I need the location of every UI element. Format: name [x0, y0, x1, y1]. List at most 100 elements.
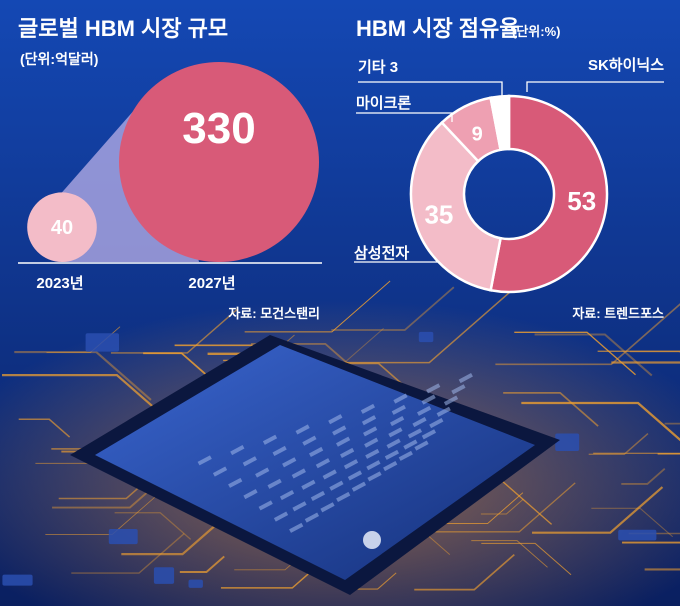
circuit-trace — [495, 303, 680, 366]
chip-pad — [302, 435, 317, 446]
chip-pad — [262, 434, 278, 445]
chip-pad — [336, 436, 351, 447]
chip-pad — [258, 500, 273, 511]
chip-pad — [412, 417, 427, 428]
chip-pad — [365, 448, 380, 459]
chip-pad — [393, 393, 408, 404]
circuit-component — [188, 579, 203, 588]
circuit-trace — [532, 486, 664, 534]
right-chart-title: HBM 시장 점유율 — [356, 16, 520, 41]
circuit-trace — [331, 286, 455, 331]
circuit-trace — [18, 418, 71, 438]
chip-pad — [295, 424, 310, 435]
circuit-trace — [514, 331, 636, 376]
chip-pad — [451, 384, 466, 395]
circuit-trace — [591, 507, 674, 538]
circuit-trace — [593, 452, 680, 454]
circuit-trace — [621, 468, 666, 485]
chip-pad — [360, 403, 376, 414]
chip-pad — [279, 490, 295, 501]
chip-pads — [197, 373, 473, 533]
chip-pad — [351, 481, 367, 492]
chip-pad — [458, 373, 473, 384]
chip-pad — [366, 460, 381, 471]
chip-pad — [386, 438, 401, 449]
circuit-trace — [622, 541, 680, 544]
chip-pad — [336, 491, 351, 503]
chip-pad — [414, 440, 429, 451]
share-donut — [409, 94, 609, 294]
chip-pad — [363, 426, 378, 437]
chip-pad — [367, 471, 382, 482]
slice-name: 기타 3 — [358, 59, 398, 76]
chip-pad — [343, 459, 359, 470]
chip-pad — [388, 427, 403, 438]
circuit-trace — [480, 498, 524, 515]
slice-value: 9 — [472, 124, 483, 146]
slice-value: 35 — [424, 199, 453, 229]
chip-pad — [292, 501, 307, 512]
chip-pad — [361, 415, 377, 426]
circuit-trace — [14, 351, 152, 401]
circuit-component — [153, 567, 175, 584]
circuit-trace — [244, 280, 391, 333]
chip-pin-marker — [363, 531, 381, 549]
circuit-trace — [534, 333, 653, 377]
circuit-trace — [110, 307, 239, 354]
circuit-trace — [644, 568, 680, 571]
category-2023: 2023년 — [36, 275, 83, 292]
circuit-trace — [349, 572, 397, 590]
chip-pad — [228, 477, 243, 488]
chip-pad — [320, 502, 335, 513]
chip-pad — [426, 383, 441, 394]
chip-pad — [310, 490, 326, 502]
chip-pad — [329, 480, 344, 491]
category-2027: 2027년 — [188, 275, 235, 292]
circuit-component — [618, 529, 657, 541]
chip-pad — [340, 447, 355, 459]
chip-pad — [421, 394, 436, 405]
chip-pad — [267, 478, 282, 489]
circuit-trace — [179, 555, 225, 573]
chip-pad — [309, 446, 324, 458]
chip-pad — [255, 467, 270, 478]
circuit-trace — [481, 542, 572, 576]
leader-line — [356, 112, 453, 122]
left-chart-title: 글로벌 HBM 시장 규모 — [18, 16, 228, 41]
chip-pad — [398, 450, 413, 461]
donut-slice — [489, 94, 511, 152]
chip-pad — [197, 455, 212, 466]
chip-pad — [347, 470, 363, 481]
circuit-trace — [503, 391, 599, 427]
chip-pad — [436, 406, 451, 417]
chip-pad — [272, 445, 287, 457]
chip-pad — [315, 458, 331, 469]
chip-pad — [328, 414, 343, 425]
chip-pad — [407, 428, 423, 439]
chip-pad — [383, 461, 398, 472]
chip-pad — [243, 489, 258, 500]
bubble-2023 — [27, 192, 97, 262]
chip-pad — [364, 437, 379, 448]
circuit-trace — [521, 401, 680, 442]
bubble-2027-value: 330 — [182, 104, 255, 153]
chip-pad — [282, 457, 297, 468]
leader-line — [358, 81, 503, 96]
chip-pad — [304, 512, 320, 523]
circuit-component — [108, 529, 138, 545]
circuit-trace — [588, 433, 649, 456]
left-chart-unit: (단위:억달러) — [20, 51, 98, 67]
slice-name: SK하이닉스 — [588, 57, 664, 74]
chip-pad — [389, 416, 405, 427]
chip-pad — [384, 449, 400, 460]
right-chart-source: 자료: 트렌드포스 — [572, 306, 664, 321]
circuit-trace — [114, 512, 192, 540]
chip-pad — [322, 469, 337, 480]
circuit-component — [85, 333, 119, 352]
chip-pad — [289, 522, 304, 533]
processor-chip — [70, 335, 560, 595]
slice-name: 삼성전자 — [354, 244, 409, 262]
chip-pad — [403, 439, 418, 450]
